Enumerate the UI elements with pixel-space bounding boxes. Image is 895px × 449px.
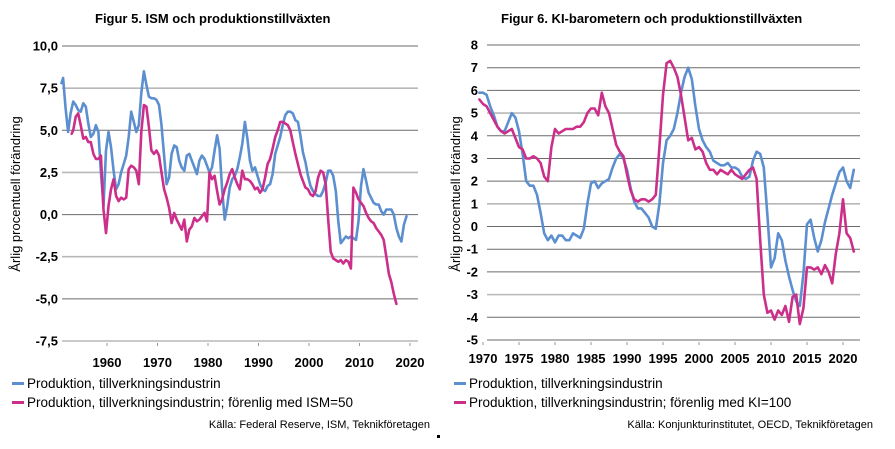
y-tick-label: 4: [471, 128, 479, 143]
y-axis-label: Årlig procentuell förändring: [448, 116, 463, 271]
y-tick-label: -2: [466, 264, 478, 279]
legend-swatch-production: [454, 382, 466, 385]
y-tick-label: 7: [471, 60, 478, 75]
figure-6-chart: Figur 6. KI-barometern och produktionsti…: [440, 0, 895, 449]
y-tick-label: 3: [471, 151, 478, 166]
y-tick-label: 5,0: [40, 123, 58, 138]
y-tick-label: 5: [471, 106, 478, 121]
y-tick-label: 10,0: [33, 39, 58, 54]
x-tick-label: 2020: [829, 351, 858, 366]
legend-item-consistent: Produktion, tillverkningsindustrin; före…: [12, 393, 353, 412]
series-line-production: [478, 66, 856, 308]
x-tick-label: 2010: [345, 355, 374, 370]
y-axis-label: Årlig procentuell förändring: [8, 116, 23, 271]
chart-title: Figur 5. ISM och produktionstillväxten: [95, 11, 331, 26]
series-line-production: [60, 70, 408, 245]
x-tick-label: 1990: [613, 351, 642, 366]
y-tick-label: 2,5: [40, 165, 58, 180]
separator-dot: [437, 435, 440, 438]
y-tick-label: -1: [466, 242, 478, 257]
y-tick-label: -5,0: [36, 291, 58, 306]
plot-area: 8 7 6 5 4 3 2 1 0 -1 -2 -3 -4 -5 1970 1975 1980 1985 1990 1…: [448, 38, 860, 366]
y-tick-label: -5: [466, 333, 478, 348]
legend-label: Produktion, tillverkningsindustrin; före…: [469, 395, 792, 410]
y-tick-label: -3: [466, 287, 478, 302]
series-line-consistent: [70, 103, 398, 306]
x-tick-label: 1960: [93, 355, 122, 370]
x-tick-label: 1995: [649, 351, 678, 366]
x-tick-label: 2020: [396, 355, 425, 370]
y-tick-label: 0: [471, 219, 478, 234]
source-note: Källa: Federal Reserve, ISM, Teknikföret…: [208, 419, 430, 431]
x-tick-label: 1980: [194, 355, 223, 370]
legend-swatch-production: [12, 382, 24, 385]
legend-item-consistent: Produktion, tillverkningsindustrin; före…: [454, 393, 791, 412]
y-tick-label: 8: [471, 38, 478, 53]
x-tick-label: 2000: [295, 355, 324, 370]
x-tick-label: 1970: [469, 351, 498, 366]
y-tick-label: 6: [471, 83, 478, 98]
y-tick-label: 0,0: [40, 207, 58, 222]
y-tick-label: 7,5: [40, 81, 58, 96]
x-tick-label: 1980: [541, 351, 570, 366]
x-tick-label: 2010: [757, 351, 786, 366]
legend-label: Produktion, tillverkningsindustrin; före…: [27, 395, 354, 410]
y-tick-label: 2: [471, 174, 478, 189]
x-tick-label: 1970: [143, 355, 172, 370]
series-line-consistent: [478, 59, 856, 326]
x-tick-label: 1990: [244, 355, 273, 370]
chart-title: Figur 6. KI-barometern och produktionsti…: [501, 11, 803, 26]
legend-swatch-consistent: [12, 401, 24, 404]
x-tick-label: 2000: [685, 351, 714, 366]
y-tick-label: 1: [471, 196, 478, 211]
legend-label: Produktion, tillverkningsindustrin: [469, 376, 663, 391]
legend-swatch-consistent: [454, 401, 466, 404]
legend-item-production: Produktion, tillverkningsindustrin: [12, 374, 353, 393]
x-tick-label: 2005: [721, 351, 750, 366]
legend-label: Produktion, tillverkningsindustrin: [27, 376, 221, 391]
legend: Produktion, tillverkningsindustrin Produ…: [454, 374, 791, 412]
y-tick-label: -7,5: [36, 334, 58, 349]
legend: Produktion, tillverkningsindustrin Produ…: [12, 374, 353, 412]
legend-item-production: Produktion, tillverkningsindustrin: [454, 374, 791, 393]
y-tick-label: -4: [466, 310, 478, 325]
y-tick-label: -2,5: [36, 249, 58, 264]
x-tick-label: 1975: [505, 351, 534, 366]
source-note: Källa: Konjunkturinstitutet, OECD, Tekni…: [627, 419, 873, 431]
plot-area: 10,0 7,5 5,0 2,5 0,0 -2,5 -5,0 -7,5 1960 1970 1980…: [8, 39, 425, 371]
x-tick-label: 1985: [577, 351, 606, 366]
figure-5-chart: Figur 5. ISM och produktionstillväxten 1…: [0, 0, 440, 449]
x-tick-label: 2015: [793, 351, 822, 366]
